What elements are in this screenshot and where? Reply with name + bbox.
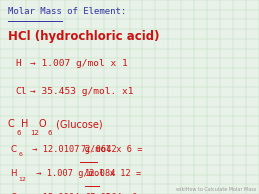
Text: → 12.0107 g/mol x 6 =: → 12.0107 g/mol x 6 = xyxy=(27,145,142,153)
Text: 12: 12 xyxy=(30,130,39,136)
Text: → 35.453 g/mol. x1: → 35.453 g/mol. x1 xyxy=(30,87,133,96)
Text: 12: 12 xyxy=(18,177,26,182)
Text: → 15.9994 g/mol. x 6 =: → 15.9994 g/mol. x 6 = xyxy=(27,193,153,194)
Text: Molar Mass of Element:: Molar Mass of Element: xyxy=(8,7,126,16)
Text: → 1.007 g/mol x 12 =: → 1.007 g/mol x 12 = xyxy=(31,169,147,178)
Text: 6: 6 xyxy=(16,130,20,136)
Text: wikiHow to Calculate Molar Mass: wikiHow to Calculate Molar Mass xyxy=(176,187,256,192)
Text: H: H xyxy=(21,119,28,129)
Text: H: H xyxy=(16,59,21,68)
Text: 72.0642: 72.0642 xyxy=(80,145,117,153)
Text: O: O xyxy=(39,119,46,129)
Text: 12.084: 12.084 xyxy=(85,169,116,178)
Text: 6: 6 xyxy=(18,152,22,157)
Text: → 1.007 g/mol x 1: → 1.007 g/mol x 1 xyxy=(30,59,127,68)
Text: C: C xyxy=(10,145,16,153)
Text: Cl: Cl xyxy=(16,87,27,96)
Text: H: H xyxy=(10,169,17,178)
Text: 6: 6 xyxy=(47,130,52,136)
Text: O: O xyxy=(10,193,17,194)
Text: 95.9964: 95.9964 xyxy=(85,193,122,194)
Text: C: C xyxy=(8,119,15,129)
Text: HCl (hydrochloric acid): HCl (hydrochloric acid) xyxy=(8,30,159,43)
Text: (Glucose): (Glucose) xyxy=(53,119,103,129)
